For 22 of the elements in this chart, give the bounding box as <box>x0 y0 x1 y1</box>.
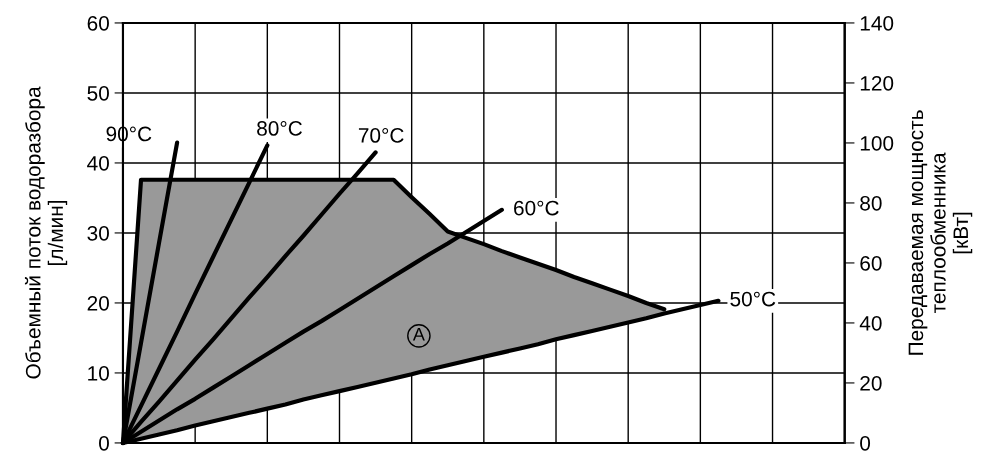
y2-tick-label: 0 <box>860 435 871 451</box>
series-label: 70°C <box>358 128 404 143</box>
y2-tick-label: 20 <box>860 375 882 391</box>
y-tick-label: 30 <box>87 225 109 241</box>
y2-tick-label: 60 <box>860 255 882 271</box>
y-tick-label: 0 <box>99 435 109 451</box>
series-label: 50°C <box>730 291 776 307</box>
y-tick-label: 10 <box>88 365 109 381</box>
annotation: A <box>412 328 425 341</box>
y2-tick-label: 80 <box>860 195 882 211</box>
y-tick-label: 50 <box>87 85 109 101</box>
y2-tick-label: 100 <box>860 135 894 151</box>
series-label: 60°C <box>514 200 559 216</box>
y-axis-title: Объемный поток водоразбора [л/мин] <box>24 86 68 379</box>
y2-tick-label: 120 <box>860 75 894 91</box>
y-tick-label: 60 <box>87 15 109 31</box>
y2-tick-label: 140 <box>860 15 894 31</box>
y-tick-label: 20 <box>87 295 109 311</box>
y2-tick-label: 40 <box>859 315 882 331</box>
y2-axis-title: Передаваемая мощность теплообменника [кВт] <box>908 110 973 355</box>
series-label: 80°C <box>257 121 302 136</box>
y-tick-label: 40 <box>87 155 109 171</box>
